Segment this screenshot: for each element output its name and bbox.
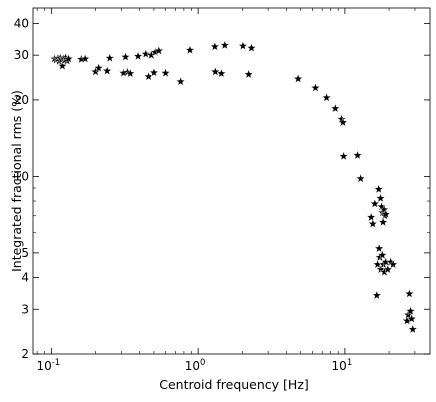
data-point-star — [216, 68, 227, 78]
data-point-star — [160, 67, 171, 78]
y-tick-label: 20 — [14, 93, 29, 107]
data-point-star — [238, 40, 248, 51]
data-point-star — [375, 193, 386, 203]
data-point-star — [246, 42, 257, 53]
data-point-star — [382, 264, 393, 274]
data-point-star — [209, 41, 220, 51]
data-point-star — [80, 53, 91, 64]
data-point-star — [125, 68, 136, 78]
data-point-star — [378, 217, 388, 227]
y-axis-label: Integrated fractional rms (%) — [9, 90, 24, 272]
data-point-star — [63, 53, 74, 64]
data-point-star — [338, 151, 349, 161]
y-tick-label: 2 — [21, 347, 29, 361]
data-point-star — [367, 218, 378, 229]
y-tick-label: 3 — [21, 302, 29, 316]
data-point-star — [104, 53, 115, 63]
data-point-star — [407, 324, 418, 334]
data-point-star — [175, 76, 186, 86]
y-tick-label: 4 — [21, 271, 29, 285]
data-point-star — [388, 259, 398, 269]
data-point-star — [153, 45, 164, 55]
data-point-star — [338, 117, 348, 127]
y-tick-label: 40 — [14, 16, 29, 30]
data-point-star — [102, 65, 113, 76]
data-point-star — [405, 305, 416, 316]
data-point-star — [210, 66, 221, 76]
data-point-star — [93, 62, 104, 73]
data-point-star — [352, 150, 363, 160]
data-point-star — [404, 288, 415, 298]
data-point-star — [185, 45, 195, 55]
data-point-star — [293, 73, 303, 84]
y-tick-label: 5 — [21, 246, 29, 260]
data-point-star — [370, 198, 380, 208]
data-point-star — [377, 250, 388, 260]
data-point-star — [374, 243, 384, 253]
data-point-star — [310, 82, 321, 93]
data-point-star — [406, 313, 417, 323]
data-point-star — [371, 290, 382, 300]
data-point-star — [149, 67, 159, 77]
data-point-star — [243, 69, 254, 79]
data-point-star — [321, 92, 332, 102]
data-point-star — [90, 66, 101, 76]
data-point-star — [133, 51, 143, 61]
data-point-star — [140, 48, 151, 59]
data-point-star — [330, 103, 341, 113]
data-point-star — [120, 51, 131, 62]
y-tick-label: 30 — [14, 48, 29, 62]
data-point-star — [57, 60, 68, 71]
y-tick-label: 10 — [14, 169, 29, 183]
data-point-star — [373, 184, 384, 194]
data-points — [49, 40, 418, 334]
plot-frame — [32, 7, 431, 355]
data-point-star — [379, 204, 389, 214]
data-point-star — [355, 173, 366, 183]
data-point-star — [219, 40, 230, 50]
x-axis-label: Centroid frequency [Hz] — [159, 377, 309, 392]
data-point-star — [380, 209, 391, 219]
data-point-star — [366, 212, 377, 222]
